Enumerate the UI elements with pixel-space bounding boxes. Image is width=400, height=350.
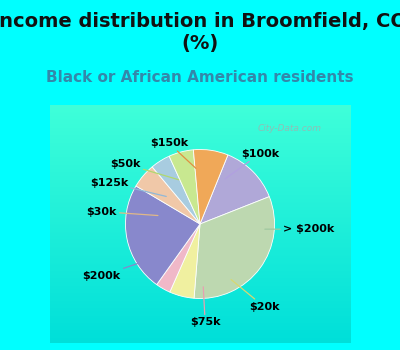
Text: $100k: $100k (225, 149, 279, 179)
Text: $75k: $75k (190, 287, 220, 327)
Wedge shape (152, 156, 200, 224)
Text: Income distribution in Broomfield, CO
(%): Income distribution in Broomfield, CO (%… (0, 12, 400, 53)
Text: > $200k: > $200k (265, 224, 334, 234)
Wedge shape (194, 197, 274, 299)
Wedge shape (126, 186, 200, 285)
Wedge shape (193, 149, 228, 224)
Wedge shape (170, 224, 200, 298)
Text: Black or African American residents: Black or African American residents (46, 70, 354, 85)
Text: $200k: $200k (83, 258, 154, 281)
Wedge shape (200, 155, 269, 224)
Text: $125k: $125k (90, 177, 166, 196)
Text: $30k: $30k (86, 206, 158, 217)
Text: $20k: $20k (231, 280, 280, 312)
Text: City-Data.com: City-Data.com (258, 124, 322, 133)
Text: $50k: $50k (110, 159, 179, 180)
Text: $150k: $150k (150, 138, 196, 168)
Wedge shape (157, 224, 200, 292)
Wedge shape (169, 150, 200, 224)
Wedge shape (136, 167, 200, 224)
